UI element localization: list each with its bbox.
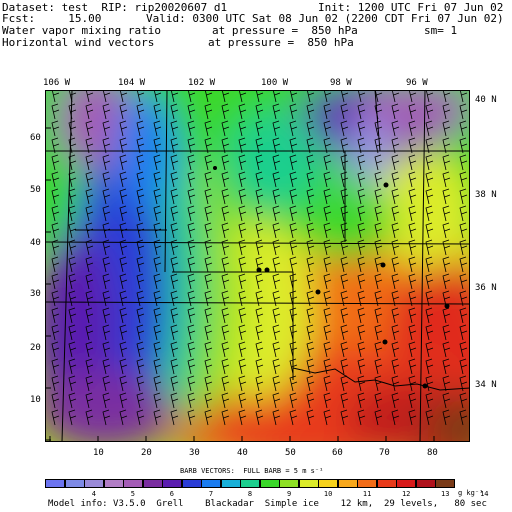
- grid-x-label: 50: [285, 448, 296, 458]
- field1-level: at pressure = 850 hPa: [212, 24, 358, 37]
- grid-x-label: 30: [189, 448, 200, 458]
- longitude-label: 106 W: [43, 78, 71, 88]
- model-info: Model info: V3.5.0 Grell Blackadar Simpl…: [48, 499, 487, 509]
- field1-smoothing: sm= 1: [424, 24, 458, 37]
- colorbar-swatch: [376, 479, 397, 488]
- colorbar-swatch: [45, 479, 66, 488]
- colorbar-swatch: [259, 479, 280, 488]
- fcst-line: Fcst: 15.00: [2, 12, 102, 25]
- colorbar-swatch: [64, 479, 85, 488]
- latitude-label: 36 N: [475, 283, 497, 293]
- grid-x-label: 20: [141, 448, 152, 458]
- colorbar-label: 6: [169, 490, 174, 498]
- colorbar-label: 13: [441, 490, 450, 498]
- colorbar-label: 8: [247, 490, 253, 498]
- colorbar-swatch: [318, 479, 339, 488]
- colorbar-swatch: [84, 479, 105, 488]
- city-markers: [213, 166, 450, 389]
- colorbar-unit: g kg⁻¹: [458, 489, 484, 497]
- colorbar-swatch: [240, 479, 261, 488]
- latitude-label: 38 N: [475, 190, 497, 200]
- grid-y-label: 10: [30, 395, 41, 405]
- field1-name: Water vapor mixing ratio: [2, 24, 161, 37]
- valid-line: Valid: 0300 UTC Sat 08 Jun 02 (2200 CDT …: [146, 12, 504, 25]
- latitude-label: 40 N: [475, 95, 497, 105]
- field2-level: at pressure = 850 hPa: [208, 36, 354, 49]
- colorbar-swatch: [142, 479, 163, 488]
- colorbar-swatch: [357, 479, 378, 488]
- colorbar-label: 12: [401, 490, 411, 498]
- grid-x-label: 40: [237, 448, 248, 458]
- dataset-line: Dataset: test RIP: rip20020607 d1: [2, 1, 228, 14]
- colorbar-swatch: [123, 479, 144, 488]
- grid-x-label: 10: [93, 448, 104, 458]
- longitude-label: 96 W: [406, 78, 428, 88]
- colorbar-swatch: [201, 479, 222, 488]
- wind-barbs: [51, 90, 468, 426]
- colorbar-label: 7: [208, 490, 214, 498]
- grid-y-label: 60: [30, 133, 41, 143]
- colorbar-swatch: [181, 479, 202, 488]
- colorbar-swatch: [435, 479, 456, 488]
- moisture-wind-map: [45, 90, 470, 442]
- colorbar-swatch: [103, 479, 124, 488]
- barb-caption: BARB VECTORS: FULL BARB = 5 m s⁻¹: [180, 467, 324, 475]
- colorbar-swatch: [162, 479, 183, 488]
- grid-y-label: 20: [30, 343, 41, 353]
- colorbar-label: 5: [130, 490, 135, 498]
- grid-y-label: 50: [30, 185, 41, 195]
- longitude-label: 102 W: [188, 78, 216, 88]
- state-boundaries: [45, 90, 470, 442]
- moisture-field: [45, 90, 470, 442]
- colorbar-swatch: [220, 479, 241, 488]
- colorbar-label: 10: [323, 490, 333, 498]
- grid-y-label: 30: [30, 289, 41, 299]
- grid-x-label: 70: [379, 448, 390, 458]
- longitude-label: 104 W: [118, 78, 146, 88]
- colorbar-label: 9: [286, 490, 292, 498]
- colorbar-swatch: [298, 479, 319, 488]
- grid-x-label: 80: [427, 448, 438, 458]
- colorbar-label: 11: [362, 490, 372, 498]
- colorbar-label: 14: [480, 490, 489, 498]
- grid-x-label: 60: [332, 448, 343, 458]
- colorbar-label: 4: [91, 490, 96, 498]
- colorbar-swatch: [279, 479, 300, 488]
- longitude-label: 98 W: [330, 78, 352, 88]
- latitude-label: 34 N: [475, 380, 497, 390]
- colorbar-swatch: [396, 479, 417, 488]
- init-line: Init: 1200 UTC Fri 07 Jun 02: [318, 1, 504, 14]
- colorbar-swatch: [415, 479, 436, 488]
- field2-name: Horizontal wind vectors: [2, 36, 155, 49]
- colorbar-swatch: [337, 479, 358, 488]
- grid-y-label: 40: [30, 238, 41, 248]
- longitude-label: 100 W: [261, 78, 289, 88]
